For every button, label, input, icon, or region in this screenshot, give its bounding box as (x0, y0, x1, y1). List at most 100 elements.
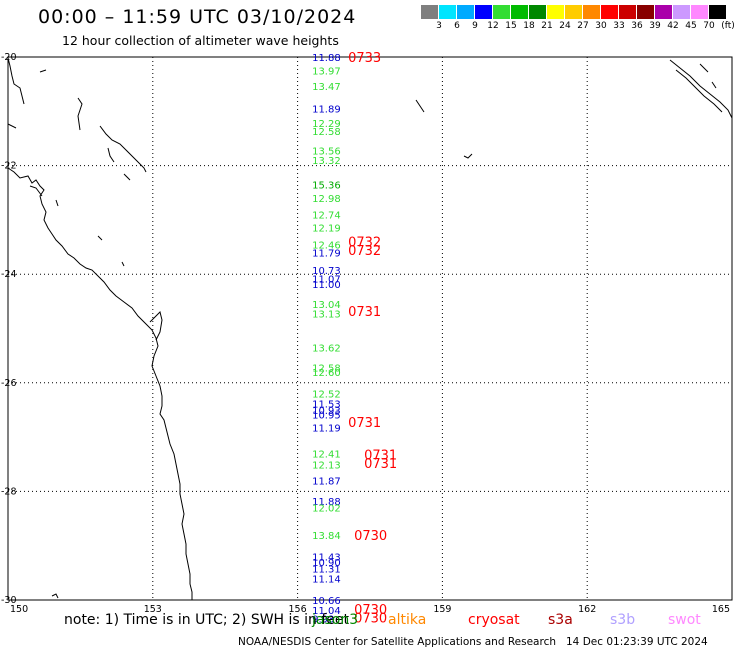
wave-height-label: 11.04 (312, 606, 341, 617)
color-scale-swatch (493, 5, 510, 19)
pass-time-label: 0730 (354, 529, 387, 544)
color-scale-label: 9 (472, 21, 478, 31)
page-subtitle: 12 hour collection of altimeter wave hei… (62, 33, 339, 48)
lat-tick-label: -28 (1, 486, 17, 497)
color-scale-swatch (457, 5, 474, 19)
wave-height-label: 11.88 (312, 497, 341, 508)
mission-label: jason3 (312, 612, 359, 628)
wave-height-label: 11.07 (312, 275, 341, 286)
wave-height-label: 11.19 (312, 423, 341, 434)
color-scale-swatch (583, 5, 600, 19)
color-scale-label: 36 (631, 21, 643, 31)
wave-height-label: 13.47 (312, 82, 341, 93)
credit-line: NOAA/NESDIS Center for Satellite Applica… (238, 636, 556, 648)
wave-height-label: 11.43 (312, 553, 341, 564)
wave-height-label: 12.46 (312, 240, 341, 251)
color-scale-label: 6 (454, 21, 460, 31)
coastline-new-caledonia (669, 59, 733, 119)
wave-height-label: 11.31 (312, 565, 341, 576)
color-scale-label: 21 (541, 21, 553, 31)
wave-height-label: 12.13 (312, 460, 341, 471)
wave-height-label: 12.19 (312, 224, 341, 235)
wave-height-label: 13.62 (312, 344, 341, 355)
wave-height-label: 11.87 (312, 477, 341, 488)
color-scale-swatch (511, 5, 528, 19)
footer-note: note: 1) Time is in UTC; 2) SWH is in fe… (64, 612, 350, 628)
wave-height-label: 12.74 (312, 210, 341, 221)
color-scale-label: 15 (505, 21, 517, 31)
pass-time-label: 0733 (348, 51, 381, 66)
color-scale-unit: (ft) (721, 21, 735, 31)
wave-height-label: 10.66 (312, 596, 341, 607)
pass-time-label: 0732 (348, 244, 381, 259)
wave-height-label: 15.36 (312, 181, 341, 192)
lon-tick-label: 165 (712, 604, 730, 615)
wave-height-label: 13.04 (312, 300, 341, 311)
color-scale-label: 24 (559, 21, 571, 31)
lat-tick-label: -20 (1, 52, 17, 63)
color-scale-swatch (475, 5, 492, 19)
wave-height-label: 11.53 (312, 399, 341, 410)
pass-time-label: 0731 (348, 416, 381, 431)
wave-height-label: 10.95 (312, 410, 341, 421)
color-scale-swatch (565, 5, 582, 19)
wave-height-label: 12.52 (312, 390, 341, 401)
color-scale-swatch (421, 5, 438, 19)
color-scale-swatch (619, 5, 636, 19)
wave-height-label: 10.93 (312, 406, 341, 417)
color-scale-swatch (637, 5, 654, 19)
color-scale-swatch (655, 5, 672, 19)
page-title: 00:00 – 11:59 UTC 03/10/2024 (38, 6, 357, 28)
color-scale-label: 27 (577, 21, 589, 31)
pass-time-label: 0731 (348, 305, 381, 320)
color-scale-label: 12 (487, 21, 499, 31)
lon-tick-label: 153 (144, 604, 162, 615)
wave-height-label: 11.88 (312, 53, 341, 64)
wave-height-label: 11.79 (312, 248, 341, 259)
map-border (7, 56, 733, 601)
pass-time-label: 0732 (348, 236, 381, 251)
color-scale-swatch (709, 5, 726, 19)
lat-tick-label: -24 (1, 269, 17, 280)
wave-height-label: 10.90 (312, 558, 341, 569)
color-scale-swatch (547, 5, 564, 19)
pass-time-label: 0731 (364, 448, 397, 463)
color-scale-swatch (691, 5, 708, 19)
lon-tick-label: 159 (433, 604, 451, 615)
wave-height-label: 12.60 (312, 368, 341, 379)
wave-height-label: 11.00 (312, 280, 341, 291)
color-scale-swatch (529, 5, 546, 19)
lon-tick-label: 156 (289, 604, 307, 615)
color-scale-label: 70 (703, 21, 715, 31)
color-scale-label: 30 (595, 21, 607, 31)
islands (415, 99, 473, 159)
wave-height-label: 12.41 (312, 449, 341, 460)
pass-time-label: 0731 (364, 457, 397, 472)
lon-tick-label: 150 (10, 604, 28, 615)
mission-label: cryosat (468, 612, 520, 628)
mission-label: s3a (548, 612, 573, 628)
wave-height-label: 11.14 (312, 574, 341, 585)
mission-label: s3b (610, 612, 636, 628)
lat-tick-label: -26 (1, 378, 17, 389)
wave-height-label: 12.58 (312, 364, 341, 375)
wave-height-label: 12.58 (312, 127, 341, 138)
wave-height-label: 12.98 (312, 194, 341, 205)
wave-height-label: 13.13 (312, 309, 341, 320)
color-scale-label: 18 (523, 21, 535, 31)
color-scale-label: 39 (649, 21, 661, 31)
map-gridlines (8, 57, 732, 600)
lat-tick-label: -22 (1, 161, 17, 172)
wave-height-label: 13.97 (312, 67, 341, 78)
generated-timestamp: 14 Dec 01:23:39 UTC 2024 (566, 636, 708, 648)
wave-height-label: 13.32 (312, 156, 341, 167)
color-scale-swatch (673, 5, 690, 19)
mission-label: swot (668, 612, 701, 628)
color-scale-label: 33 (613, 21, 625, 31)
wave-height-label: 10.73 (312, 266, 341, 277)
color-scale-label: 45 (685, 21, 697, 31)
pass-time-label: 0730 (354, 603, 387, 618)
color-scale-swatch (439, 5, 456, 19)
